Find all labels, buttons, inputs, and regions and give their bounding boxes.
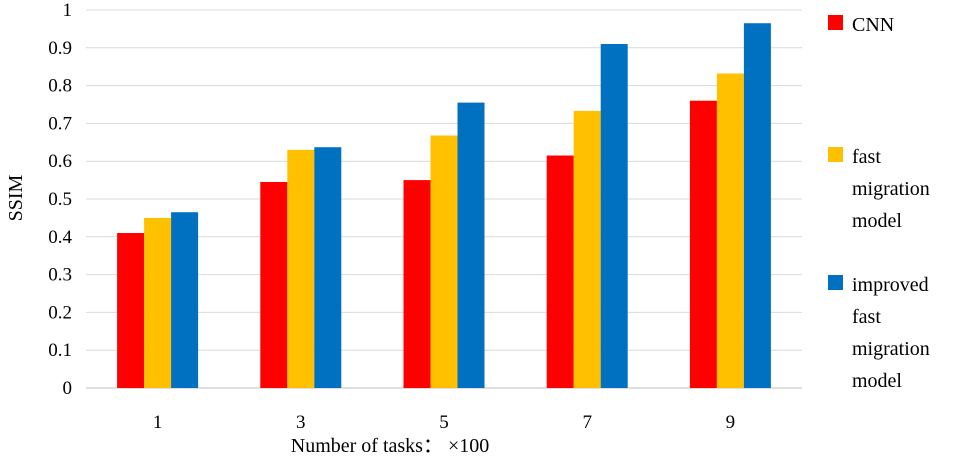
bar-1 bbox=[144, 217, 172, 388]
x-tick-label: 5 bbox=[439, 412, 449, 433]
bar-0 bbox=[689, 100, 717, 388]
y-axis-ticks: 0 0.1 0.2 0.3 0.4 0.5 0.6 0.7 0.8 0.9 1 bbox=[48, 0, 72, 399]
bar-2 bbox=[171, 212, 199, 388]
x-axis-title: Number of tasks： ×100 bbox=[291, 435, 489, 457]
legend-label-2: model bbox=[852, 370, 902, 392]
y-tick-label: 1 bbox=[63, 0, 73, 21]
y-axis-title: SSIM bbox=[5, 174, 27, 221]
bar-0 bbox=[260, 181, 288, 388]
y-tick-label: 0.5 bbox=[48, 189, 72, 210]
legend-swatch-2 bbox=[828, 275, 843, 290]
y-tick-label: 0.7 bbox=[48, 113, 72, 134]
legend-swatch-0 bbox=[828, 15, 843, 30]
legend-swatch-1 bbox=[828, 147, 843, 162]
bars bbox=[117, 23, 771, 389]
y-tick-label: 0.8 bbox=[48, 76, 72, 97]
y-tick-label: 0.1 bbox=[48, 340, 72, 361]
legend: CNN fast migration model improved fast migrati… bbox=[828, 14, 930, 392]
bar-2 bbox=[743, 23, 771, 388]
legend-label-2: fast bbox=[852, 306, 881, 328]
y-tick-label: 0.4 bbox=[48, 227, 72, 248]
y-tick-label: 0.6 bbox=[48, 151, 72, 172]
bar-1 bbox=[573, 110, 601, 389]
legend-label-2: improved bbox=[852, 274, 929, 296]
legend-label-1: fast bbox=[852, 146, 881, 168]
legend-label-0: CNN bbox=[852, 14, 894, 36]
bar-1 bbox=[287, 149, 315, 388]
legend-label-1: migration bbox=[852, 178, 930, 200]
bar-2 bbox=[457, 102, 485, 389]
bar-2 bbox=[600, 44, 628, 389]
y-tick-label: 0.2 bbox=[48, 302, 72, 323]
bar-2 bbox=[314, 147, 342, 388]
y-tick-label: 0 bbox=[63, 378, 73, 399]
bar-0 bbox=[117, 233, 145, 388]
x-tick-label: 1 bbox=[153, 412, 163, 433]
x-tick-label: 7 bbox=[582, 412, 592, 433]
x-tick-label: 3 bbox=[296, 412, 306, 433]
y-tick-label: 0.3 bbox=[48, 265, 72, 286]
legend-label-2: migration bbox=[852, 338, 930, 360]
x-tick-label: 9 bbox=[726, 412, 736, 433]
bar-1 bbox=[716, 73, 744, 388]
legend-label-1: model bbox=[852, 210, 902, 232]
y-tick-label: 0.9 bbox=[48, 38, 72, 59]
bar-0 bbox=[546, 155, 574, 388]
bar-1 bbox=[430, 135, 458, 388]
x-axis-ticks: 1 3 5 7 9 bbox=[153, 412, 735, 433]
bar-0 bbox=[403, 180, 431, 388]
